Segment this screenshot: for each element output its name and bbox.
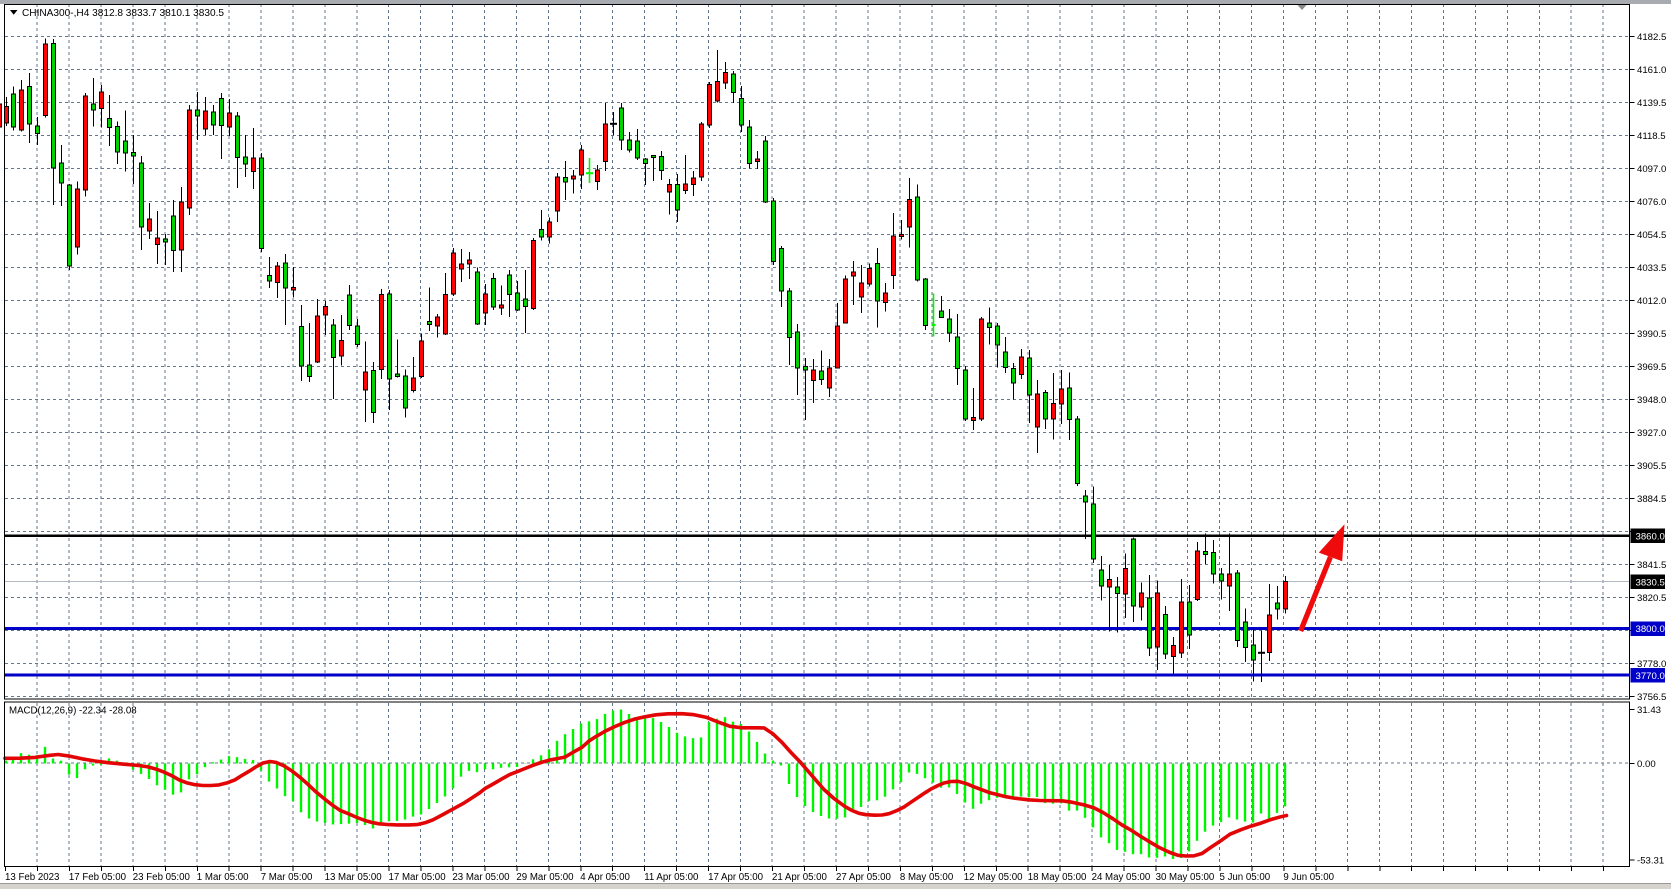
svg-text:21 Apr 05:00: 21 Apr 05:00 xyxy=(772,872,828,883)
svg-text:3905.5: 3905.5 xyxy=(1637,461,1666,472)
svg-text:5 Jun 05:00: 5 Jun 05:00 xyxy=(1220,872,1271,883)
svg-text:MACD(12,26,9) -22.34 -28.08: MACD(12,26,9) -22.34 -28.08 xyxy=(9,706,137,717)
svg-text:7 Mar 05:00: 7 Mar 05:00 xyxy=(261,872,313,883)
svg-text:4118.5: 4118.5 xyxy=(1637,131,1666,142)
svg-text:4076.0: 4076.0 xyxy=(1637,197,1666,208)
svg-text:3800.0: 3800.0 xyxy=(1636,624,1665,635)
svg-text:13 Feb 2023: 13 Feb 2023 xyxy=(5,872,59,883)
svg-text:9 Jun 05:00: 9 Jun 05:00 xyxy=(1283,872,1334,883)
svg-text:13 Mar 05:00: 13 Mar 05:00 xyxy=(325,872,383,883)
svg-text:8 May 05:00: 8 May 05:00 xyxy=(900,872,954,883)
svg-text:17 Feb 05:00: 17 Feb 05:00 xyxy=(69,872,127,883)
svg-text:23 Mar 05:00: 23 Mar 05:00 xyxy=(452,872,510,883)
svg-text:3927.0: 3927.0 xyxy=(1637,428,1666,439)
svg-text:31.43: 31.43 xyxy=(1637,705,1661,716)
svg-text:3756.5: 3756.5 xyxy=(1637,692,1666,703)
svg-text:3884.5: 3884.5 xyxy=(1637,494,1666,505)
svg-text:3841.5: 3841.5 xyxy=(1637,560,1666,571)
svg-text:4161.0: 4161.0 xyxy=(1637,65,1666,76)
svg-text:3820.5: 3820.5 xyxy=(1637,593,1666,604)
svg-text:3770.0: 3770.0 xyxy=(1636,671,1665,682)
svg-text:4139.5: 4139.5 xyxy=(1637,98,1666,109)
svg-text:4097.0: 4097.0 xyxy=(1637,164,1666,175)
svg-text:4054.5: 4054.5 xyxy=(1637,230,1666,241)
svg-text:0.00: 0.00 xyxy=(1637,759,1656,770)
svg-text:27 Apr 05:00: 27 Apr 05:00 xyxy=(836,872,892,883)
svg-text:1 Mar 05:00: 1 Mar 05:00 xyxy=(197,872,249,883)
svg-text:3860.0: 3860.0 xyxy=(1636,531,1665,542)
svg-text:11 Apr 05:00: 11 Apr 05:00 xyxy=(644,872,699,883)
svg-text:30 May 05:00: 30 May 05:00 xyxy=(1156,872,1215,883)
svg-text:CHINA300-,H4 3812.8 3833.7 38: CHINA300-,H4 3812.8 3833.7 3810.1 3830.5 xyxy=(22,8,224,19)
svg-text:-53.31: -53.31 xyxy=(1637,856,1664,867)
svg-text:3830.5: 3830.5 xyxy=(1636,578,1665,589)
svg-text:17 Apr 05:00: 17 Apr 05:00 xyxy=(708,872,764,883)
svg-text:29 Mar 05:00: 29 Mar 05:00 xyxy=(516,872,574,883)
svg-text:4033.5: 4033.5 xyxy=(1637,263,1666,274)
svg-text:17 Mar 05:00: 17 Mar 05:00 xyxy=(389,872,447,883)
svg-text:4012.0: 4012.0 xyxy=(1637,296,1666,307)
svg-text:23 Feb 05:00: 23 Feb 05:00 xyxy=(133,872,191,883)
svg-text:4 Apr 05:00: 4 Apr 05:00 xyxy=(580,872,630,883)
svg-text:24 May 05:00: 24 May 05:00 xyxy=(1092,872,1151,883)
svg-text:18 May 05:00: 18 May 05:00 xyxy=(1028,872,1087,883)
svg-text:3969.5: 3969.5 xyxy=(1637,362,1666,373)
svg-text:3990.5: 3990.5 xyxy=(1637,329,1666,340)
svg-text:4182.5: 4182.5 xyxy=(1637,32,1666,43)
svg-text:12 May 05:00: 12 May 05:00 xyxy=(964,872,1023,883)
svg-text:3948.0: 3948.0 xyxy=(1637,395,1666,406)
